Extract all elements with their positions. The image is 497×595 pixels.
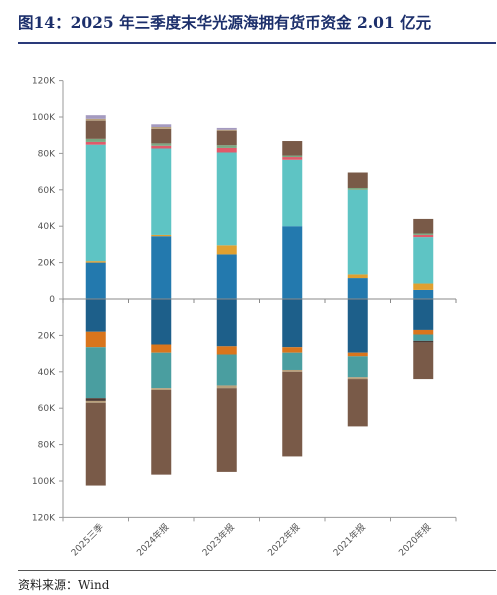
bar-segment-negative — [151, 352, 172, 389]
bar-segment-negative — [413, 329, 434, 335]
bar-segment-positive — [85, 262, 106, 299]
x-tick-label: 2021年报 — [330, 521, 367, 558]
y-tick-label: 0 — [49, 295, 55, 305]
bar-segment-positive — [85, 141, 106, 145]
bar-segment-negative — [413, 340, 434, 343]
y-tick-label: 40K — [38, 368, 56, 378]
bar-segment-negative — [216, 346, 237, 355]
bar-segment-positive — [216, 152, 237, 246]
y-tick-label: 120K — [32, 77, 56, 87]
bar-segment-negative — [282, 299, 303, 348]
bar-segment-positive — [413, 234, 434, 238]
x-tick-label: 2025三季 — [68, 521, 105, 558]
y-tick-label: 80K — [38, 149, 56, 159]
bar-segment-positive — [85, 138, 106, 142]
bar-segment-positive — [216, 145, 237, 148]
bar-segments — [85, 115, 434, 486]
x-tick-label: 2020年报 — [396, 521, 433, 558]
bar-segment-negative — [216, 388, 237, 472]
bar-segment-positive — [151, 148, 172, 235]
source-rule — [18, 570, 496, 571]
bar-segment-positive — [282, 155, 303, 158]
bar-segment-negative — [85, 400, 106, 403]
x-tick-label: 2024年报 — [134, 521, 171, 558]
bar-segment-negative — [347, 299, 368, 353]
bar-segment-negative — [347, 352, 368, 357]
bar-segment-negative — [282, 352, 303, 370]
y-tick-label: 100K — [32, 477, 56, 487]
bar-segment-negative — [413, 342, 434, 380]
bar-segment-positive — [216, 127, 237, 130]
bar-segment-positive — [347, 274, 368, 279]
x-tick-label: 2023年报 — [199, 521, 236, 558]
x-tick-label: 2022年报 — [265, 521, 302, 558]
y-tick-label: 20K — [38, 331, 56, 341]
bar-segment-negative — [413, 334, 434, 341]
bar-segment-positive — [413, 283, 434, 290]
bar-segment-negative — [85, 347, 106, 399]
bar-segment-positive — [413, 289, 434, 299]
bar-segment-positive — [151, 234, 172, 237]
bar-segment-negative — [413, 299, 434, 330]
bar-segment-negative — [347, 379, 368, 427]
bar-segment-positive — [151, 128, 172, 144]
bar-segment-negative — [151, 299, 172, 345]
bar-segment-positive — [85, 144, 106, 262]
bar-segment-positive — [85, 261, 106, 263]
y-tick-label: 80K — [38, 441, 56, 451]
source-note: 资料来源：Wind — [18, 578, 110, 592]
bar-segment-negative — [282, 347, 303, 353]
bar-segment-negative — [347, 356, 368, 378]
bar-segment-positive — [413, 233, 434, 235]
x-axis: 2025三季 2024年报 2023年报 2022年报 2021年报 2020年报 — [62, 298, 457, 558]
bar-segment-positive — [216, 130, 237, 146]
stacked-bar-chart: 120K 100K 80K 60K 40K 20K 0 20K 40K 60K 80K 100K 120… — [32, 77, 457, 558]
bar-segment-positive — [413, 218, 434, 234]
bar-segment-positive — [216, 147, 237, 153]
bar-segment-negative — [151, 344, 172, 353]
bar-segment-positive — [347, 172, 368, 188]
bar-segment-positive — [413, 237, 434, 284]
bar-segment-positive — [151, 127, 172, 129]
bar-segment-positive — [216, 254, 237, 299]
bar-segment-positive — [216, 245, 237, 255]
bar-segment-negative — [151, 388, 172, 390]
bar-segment-negative — [85, 299, 106, 332]
bar-segment-positive — [151, 145, 172, 149]
bar-segment-positive — [216, 129, 237, 131]
bar-segment-negative — [216, 354, 237, 386]
bar-segment-positive — [85, 120, 106, 139]
bar-segment-positive — [282, 159, 303, 227]
bar-segment-negative — [216, 385, 237, 389]
bar-segment-positive — [151, 143, 172, 146]
bar-segment-positive — [85, 118, 106, 121]
bar-segment-positive — [151, 236, 172, 299]
y-tick-label: 20K — [38, 259, 56, 269]
figure-title: 图14：2025 年三季度末华光源海拥有货币资金 2.01 亿元 — [18, 13, 432, 32]
bar-segment-positive — [347, 187, 368, 190]
bar-segment-negative — [347, 377, 368, 380]
bar-segment-negative — [85, 331, 106, 348]
y-tick-label: 60K — [38, 404, 56, 414]
y-axis: 120K 100K 80K 60K 40K 20K 0 20K 40K 60K 80K 100K 120… — [32, 77, 64, 523]
bar-segment-positive — [151, 124, 172, 128]
y-tick-label: 100K — [32, 113, 56, 123]
bar-segment-negative — [282, 369, 303, 372]
bar-segment-negative — [216, 299, 237, 347]
bar-segment-negative — [151, 390, 172, 475]
bar-segment-positive — [282, 226, 303, 299]
bar-segment-positive — [282, 141, 303, 156]
bar-segment-positive — [85, 115, 106, 119]
bar-segment-negative — [85, 402, 106, 486]
bar-segment-negative — [282, 371, 303, 457]
bar-segment-positive — [347, 189, 368, 275]
bar-segment-positive — [282, 157, 303, 160]
title-rule — [18, 42, 496, 44]
bar-segment-positive — [347, 278, 368, 299]
y-tick-label: 120K — [32, 513, 56, 523]
y-tick-label: 60K — [38, 186, 56, 196]
y-tick-label: 40K — [38, 222, 56, 232]
bar-segment-negative — [85, 398, 106, 401]
